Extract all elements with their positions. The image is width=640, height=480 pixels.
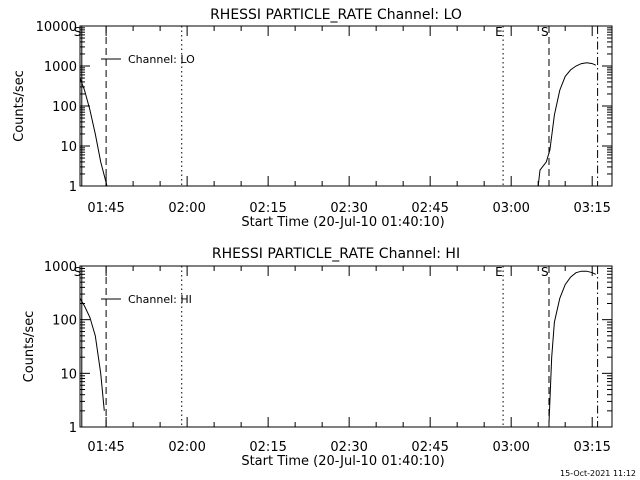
- panel-2-x-tick-label: 03:00: [492, 440, 529, 455]
- panel-1-y-axis-label: Counts/sec: [12, 70, 27, 142]
- panel-1-plot-frame: [79, 25, 613, 187]
- panel-2-event-marker-label: E: [495, 265, 503, 279]
- panel-1-y-tick-label: 1000: [44, 60, 77, 75]
- panel-1-x-tick-label: 02:30: [330, 201, 367, 216]
- panel-1-x-tick-label: 02:15: [249, 201, 286, 216]
- panel-2-y-tick-label: 1000: [44, 260, 77, 275]
- panel-2-x-axis-label: Start Time (20-Jul-10 01:40:10): [241, 454, 444, 469]
- panel-2-title: RHESSI PARTICLE_RATE Channel: HI: [212, 246, 460, 262]
- panel-1-event-marker-label: S: [541, 25, 549, 39]
- panel-1-x-tick-label: 03:00: [492, 201, 529, 216]
- panel-2-y-tick-label: 1: [69, 421, 77, 436]
- panel-2-y-tick-label: 10: [60, 367, 77, 382]
- panel-1-x-axis-label: Start Time (20-Jul-10 01:40:10): [241, 215, 444, 230]
- panel-1-y-tick-label: 100: [52, 100, 77, 115]
- panel-2-series-1-segment-2: [548, 270, 597, 423]
- footer-timestamp: 15-Oct-2021 11:12: [560, 469, 636, 478]
- panel-2-series-1-segment-1: [79, 298, 105, 411]
- panel-1-event-marker-label: E: [495, 25, 503, 39]
- panel-1-y-tick-label: 10000: [36, 20, 77, 35]
- panel-2-y-tick-label: 100: [52, 314, 77, 329]
- panel-1-x-tick-label: 02:00: [168, 201, 205, 216]
- panel-2-plot-frame: [79, 265, 613, 428]
- panel-2-x-tick-label: 01:45: [87, 440, 124, 455]
- panel-1-series-1-segment-1: [79, 77, 108, 187]
- panel-1-x-tick-label: 02:45: [411, 201, 448, 216]
- panel-2-event-marker-label: S: [541, 265, 549, 279]
- panel-2-x-tick-label: 03:15: [573, 440, 610, 455]
- panel-1-event-marker-label: S: [74, 25, 82, 39]
- panel-1-x-tick-label: 01:45: [87, 201, 124, 216]
- panel-1-title: RHESSI PARTICLE_RATE Channel: LO: [210, 7, 462, 23]
- panel-2-legend-label: Channel: HI: [128, 293, 192, 306]
- panel-2-x-tick-label: 02:45: [411, 440, 448, 455]
- panel-2-x-tick-label: 02:00: [168, 440, 205, 455]
- panel-2-event-marker-label: S: [74, 265, 82, 279]
- panel-2-y-axis-label: Counts/sec: [22, 311, 37, 383]
- panel-2-x-tick-label: 02:15: [249, 440, 286, 455]
- panel-2-x-tick-label: 02:30: [330, 440, 367, 455]
- panel-1-legend-label: Channel: LO: [128, 53, 195, 66]
- panel-1-x-tick-label: 03:15: [573, 201, 610, 216]
- panel-1-y-tick-label: 1: [69, 180, 77, 195]
- panel-1-series-1-segment-2: [537, 62, 597, 187]
- panel-1-y-tick-label: 10: [60, 140, 77, 155]
